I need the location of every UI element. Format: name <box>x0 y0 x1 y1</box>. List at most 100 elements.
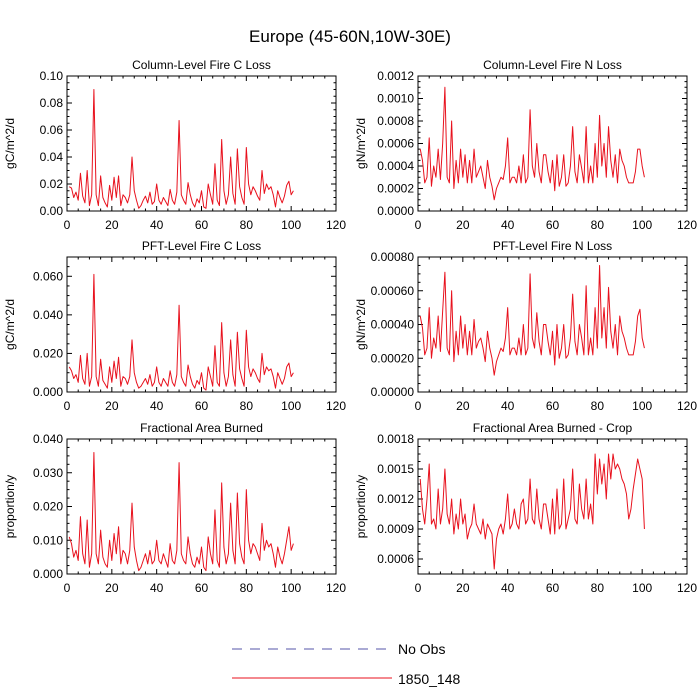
y-tick-label: 0.00 <box>40 204 64 218</box>
y-tick-label: 0.0008 <box>377 114 414 128</box>
x-tick-label: 40 <box>501 218 515 232</box>
plot-frame <box>66 438 337 575</box>
plot-frame <box>417 256 688 393</box>
legend: No Obs 1850_148 <box>232 641 461 687</box>
chart-title: Column-Level Fire N Loss <box>483 58 622 72</box>
chart-title: Fractional Area Burned <box>140 421 263 435</box>
y-tick-label: 0.000 <box>33 567 63 581</box>
y-axis-label: gC/m^2/d <box>3 299 17 350</box>
x-tick-label: 20 <box>456 581 470 595</box>
y-tick-label: 0.060 <box>33 269 63 283</box>
x-tick-label: 0 <box>415 399 422 413</box>
y-tick-label: 0.0012 <box>377 492 414 506</box>
y-tick-label: 0.00080 <box>371 250 415 264</box>
x-tick-label: 0 <box>415 218 422 232</box>
y-tick-label: 0.0010 <box>377 92 414 106</box>
chart-title: PFT-Level Fire C Loss <box>142 239 261 253</box>
chart-pft-level-fire-n-loss: PFT-Level Fire N Loss gN/m^2/d 0 20 40 60 80 10… <box>354 239 697 413</box>
y-tick-label: 0.10 <box>40 69 64 83</box>
x-tick-label: 20 <box>105 581 119 595</box>
x-tick-label: 120 <box>326 581 346 595</box>
series-line-1850-148 <box>68 452 294 572</box>
x-tick-label: 100 <box>632 581 652 595</box>
legend-entry-no-obs: No Obs <box>232 641 445 657</box>
x-tick-label: 80 <box>240 581 254 595</box>
legend-label-1850-148: 1850_148 <box>398 671 461 687</box>
x-tick-label: 20 <box>456 399 470 413</box>
series-line-1850-148 <box>68 273 294 391</box>
chart-title: Column-Level Fire C Loss <box>132 58 271 72</box>
x-tick-label: 80 <box>591 399 605 413</box>
chart-pft-level-fire-c-loss: PFT-Level Fire C Loss gC/m^2/d 0 20 40 60 80 10… <box>3 239 346 413</box>
x-tick-label: 0 <box>64 581 71 595</box>
y-tick-label: 0.00020 <box>371 351 415 365</box>
x-tick-label: 120 <box>677 581 697 595</box>
plot-frame <box>66 256 337 393</box>
y-tick-label: 0.000 <box>33 385 63 399</box>
y-tick-label: 0.0006 <box>377 137 414 151</box>
chart-fractional-area-burned-crop: Fractional Area Burned - Crop proportion/… <box>354 421 697 595</box>
y-tick-label: 0.020 <box>33 500 63 514</box>
figure-title: Europe (45-60N,10W-30E) <box>249 27 451 46</box>
x-tick-label: 100 <box>281 581 301 595</box>
y-axis-label: proportion/y <box>354 475 368 538</box>
y-axis-label: proportion/y <box>3 475 17 538</box>
y-tick-label: 0.00000 <box>371 385 415 399</box>
series-line-1850-148 <box>419 453 645 570</box>
y-tick-label: 0.030 <box>33 466 63 480</box>
x-tick-label: 40 <box>150 581 164 595</box>
y-tick-label: 0.0015 <box>377 462 414 476</box>
y-tick-label: 0.010 <box>33 533 63 547</box>
y-tick-label: 0.0004 <box>377 159 414 173</box>
y-tick-label: 0.00040 <box>371 318 415 332</box>
y-axis-label: gN/m^2/d <box>354 118 368 169</box>
y-tick-label: 0.040 <box>33 308 63 322</box>
x-tick-label: 60 <box>195 399 209 413</box>
x-tick-label: 80 <box>591 581 605 595</box>
x-tick-label: 100 <box>281 218 301 232</box>
y-tick-label: 0.0012 <box>377 69 414 83</box>
x-tick-label: 40 <box>150 399 164 413</box>
y-axis-label: gN/m^2/d <box>354 299 368 350</box>
plot-frame <box>417 75 688 212</box>
legend-entry-1850-148: 1850_148 <box>232 671 461 687</box>
y-tick-label: 0.04 <box>40 150 64 164</box>
y-tick-label: 0.08 <box>40 96 64 110</box>
y-axis-label: gC/m^2/d <box>3 118 17 169</box>
x-tick-label: 100 <box>632 218 652 232</box>
chart-title: PFT-Level Fire N Loss <box>493 239 612 253</box>
x-tick-label: 20 <box>456 218 470 232</box>
y-tick-label: 0.0018 <box>377 432 414 446</box>
x-tick-label: 0 <box>64 399 71 413</box>
y-tick-label: 0.040 <box>33 432 63 446</box>
x-tick-label: 0 <box>64 218 71 232</box>
x-tick-label: 60 <box>546 399 560 413</box>
y-tick-label: 0.06 <box>40 123 64 137</box>
x-tick-label: 40 <box>150 218 164 232</box>
x-tick-label: 60 <box>546 218 560 232</box>
y-tick-label: 0.0009 <box>377 522 414 536</box>
series-line-1850-148 <box>68 89 294 209</box>
x-tick-label: 100 <box>281 399 301 413</box>
x-tick-label: 40 <box>501 581 515 595</box>
x-tick-label: 80 <box>240 218 254 232</box>
y-tick-label: 0.00060 <box>371 284 415 298</box>
series-line-1850-148 <box>419 86 645 201</box>
x-tick-label: 60 <box>546 581 560 595</box>
x-tick-label: 20 <box>105 399 119 413</box>
x-tick-label: 100 <box>632 399 652 413</box>
x-tick-label: 60 <box>195 218 209 232</box>
chart-column-level-fire-c-loss: Column-Level Fire C Loss gC/m^2/d 0 20 40 60 8… <box>3 58 346 232</box>
x-tick-label: 80 <box>240 399 254 413</box>
x-tick-label: 120 <box>326 218 346 232</box>
chart-panels: Column-Level Fire C Loss gC/m^2/d 0 20 40 60 8… <box>3 58 697 595</box>
chart-column-level-fire-n-loss: Column-Level Fire N Loss gN/m^2/d 0 20 40 60 8… <box>354 58 697 232</box>
x-tick-label: 20 <box>105 218 119 232</box>
y-tick-label: 0.0000 <box>377 204 414 218</box>
y-tick-label: 0.0002 <box>377 182 414 196</box>
x-tick-label: 120 <box>677 218 697 232</box>
y-tick-label: 0.0006 <box>377 552 414 566</box>
legend-label-no-obs: No Obs <box>398 641 445 657</box>
chart-fractional-area-burned: Fractional Area Burned proportion/y 0 20 40 6… <box>3 421 346 595</box>
